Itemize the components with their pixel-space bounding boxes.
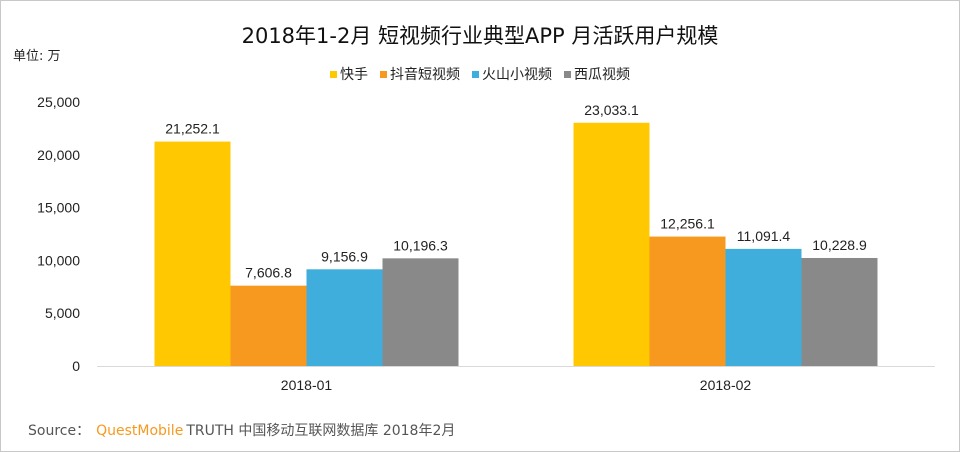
bar-3-1 xyxy=(801,257,878,366)
bar-1-1 xyxy=(649,236,726,366)
bar-2-1 xyxy=(725,248,802,366)
source-note: Source： QuestMobile TRUTH 中国移动互联网数据库 2018年… xyxy=(28,423,456,439)
legend-swatch xyxy=(330,70,337,78)
chart-title: 2018年1-2月 短视频行业典型APP 月活跃用户规模 xyxy=(241,24,719,48)
bar-0-1 xyxy=(573,122,650,366)
data-label: 12,256.1 xyxy=(660,216,715,232)
data-label: 23,033.1 xyxy=(584,102,639,118)
bar-3-0 xyxy=(382,258,459,366)
y-tick-label: 5,000 xyxy=(45,305,80,321)
y-tick-label: 20,000 xyxy=(37,147,80,163)
legend-item-xigua: 西瓜视频 xyxy=(564,64,630,84)
bar-2-0 xyxy=(306,269,383,366)
y-tick-label: 10,000 xyxy=(37,252,80,268)
x-tick-label: 2018-01 xyxy=(281,377,333,393)
y-tick-label: 0 xyxy=(72,358,80,374)
bar-0-0 xyxy=(154,141,231,366)
data-label: 7,606.8 xyxy=(245,265,292,281)
y-tick-label: 25,000 xyxy=(37,94,80,110)
data-label: 10,228.9 xyxy=(812,237,867,253)
legend-swatch xyxy=(472,70,479,78)
bar-1-0 xyxy=(230,285,307,366)
legend-swatch xyxy=(380,70,387,78)
unit-label: 单位: 万 xyxy=(13,49,61,64)
data-label: 10,196.3 xyxy=(393,237,448,253)
legend-swatch xyxy=(564,70,571,78)
legend-item-huoshan: 火山小视频 xyxy=(472,64,552,84)
data-label: 11,091.4 xyxy=(737,228,791,244)
questmobile-brand: QuestMobile xyxy=(96,423,184,439)
data-label: 21,252.1 xyxy=(165,121,220,137)
legend-item-douyin: 抖音短视频 xyxy=(380,64,460,84)
legend-item-kuaishou: 快手 xyxy=(330,64,368,84)
data-label: 9,156.9 xyxy=(321,248,368,264)
legend: 快手 抖音短视频 火山小视频 西瓜视频 xyxy=(0,64,960,84)
y-tick-label: 15,000 xyxy=(37,200,80,216)
x-tick-label: 2018-02 xyxy=(700,377,752,393)
